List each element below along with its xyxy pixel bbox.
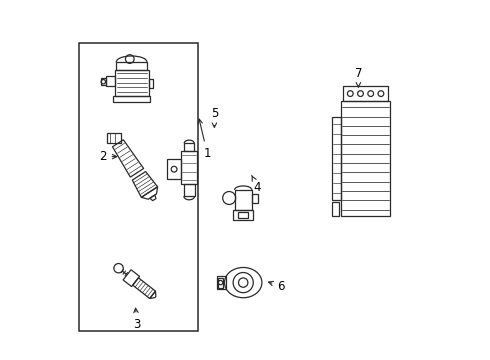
Bar xyxy=(115,70,148,96)
Bar xyxy=(113,96,150,102)
Bar xyxy=(167,159,181,179)
Text: 3: 3 xyxy=(133,308,141,330)
Bar xyxy=(332,202,339,216)
Bar xyxy=(238,212,248,217)
Text: 2: 2 xyxy=(99,150,117,163)
Bar xyxy=(343,86,388,101)
Bar xyxy=(107,133,121,143)
Bar xyxy=(116,62,147,70)
Bar xyxy=(181,151,197,184)
Text: 6: 6 xyxy=(269,280,285,293)
Bar xyxy=(105,76,115,86)
Bar xyxy=(252,194,258,203)
Text: 4: 4 xyxy=(252,175,261,194)
Bar xyxy=(235,190,252,210)
Bar xyxy=(217,276,225,289)
Bar xyxy=(79,43,198,331)
Bar xyxy=(233,210,253,220)
Text: 1: 1 xyxy=(198,119,211,159)
Text: 5: 5 xyxy=(211,107,218,127)
Bar xyxy=(101,78,105,85)
Bar xyxy=(184,184,195,196)
Bar xyxy=(342,101,390,216)
Text: 7: 7 xyxy=(355,67,362,87)
Bar xyxy=(148,79,153,88)
Bar xyxy=(332,117,342,200)
Bar xyxy=(218,278,223,288)
Bar xyxy=(184,143,194,151)
